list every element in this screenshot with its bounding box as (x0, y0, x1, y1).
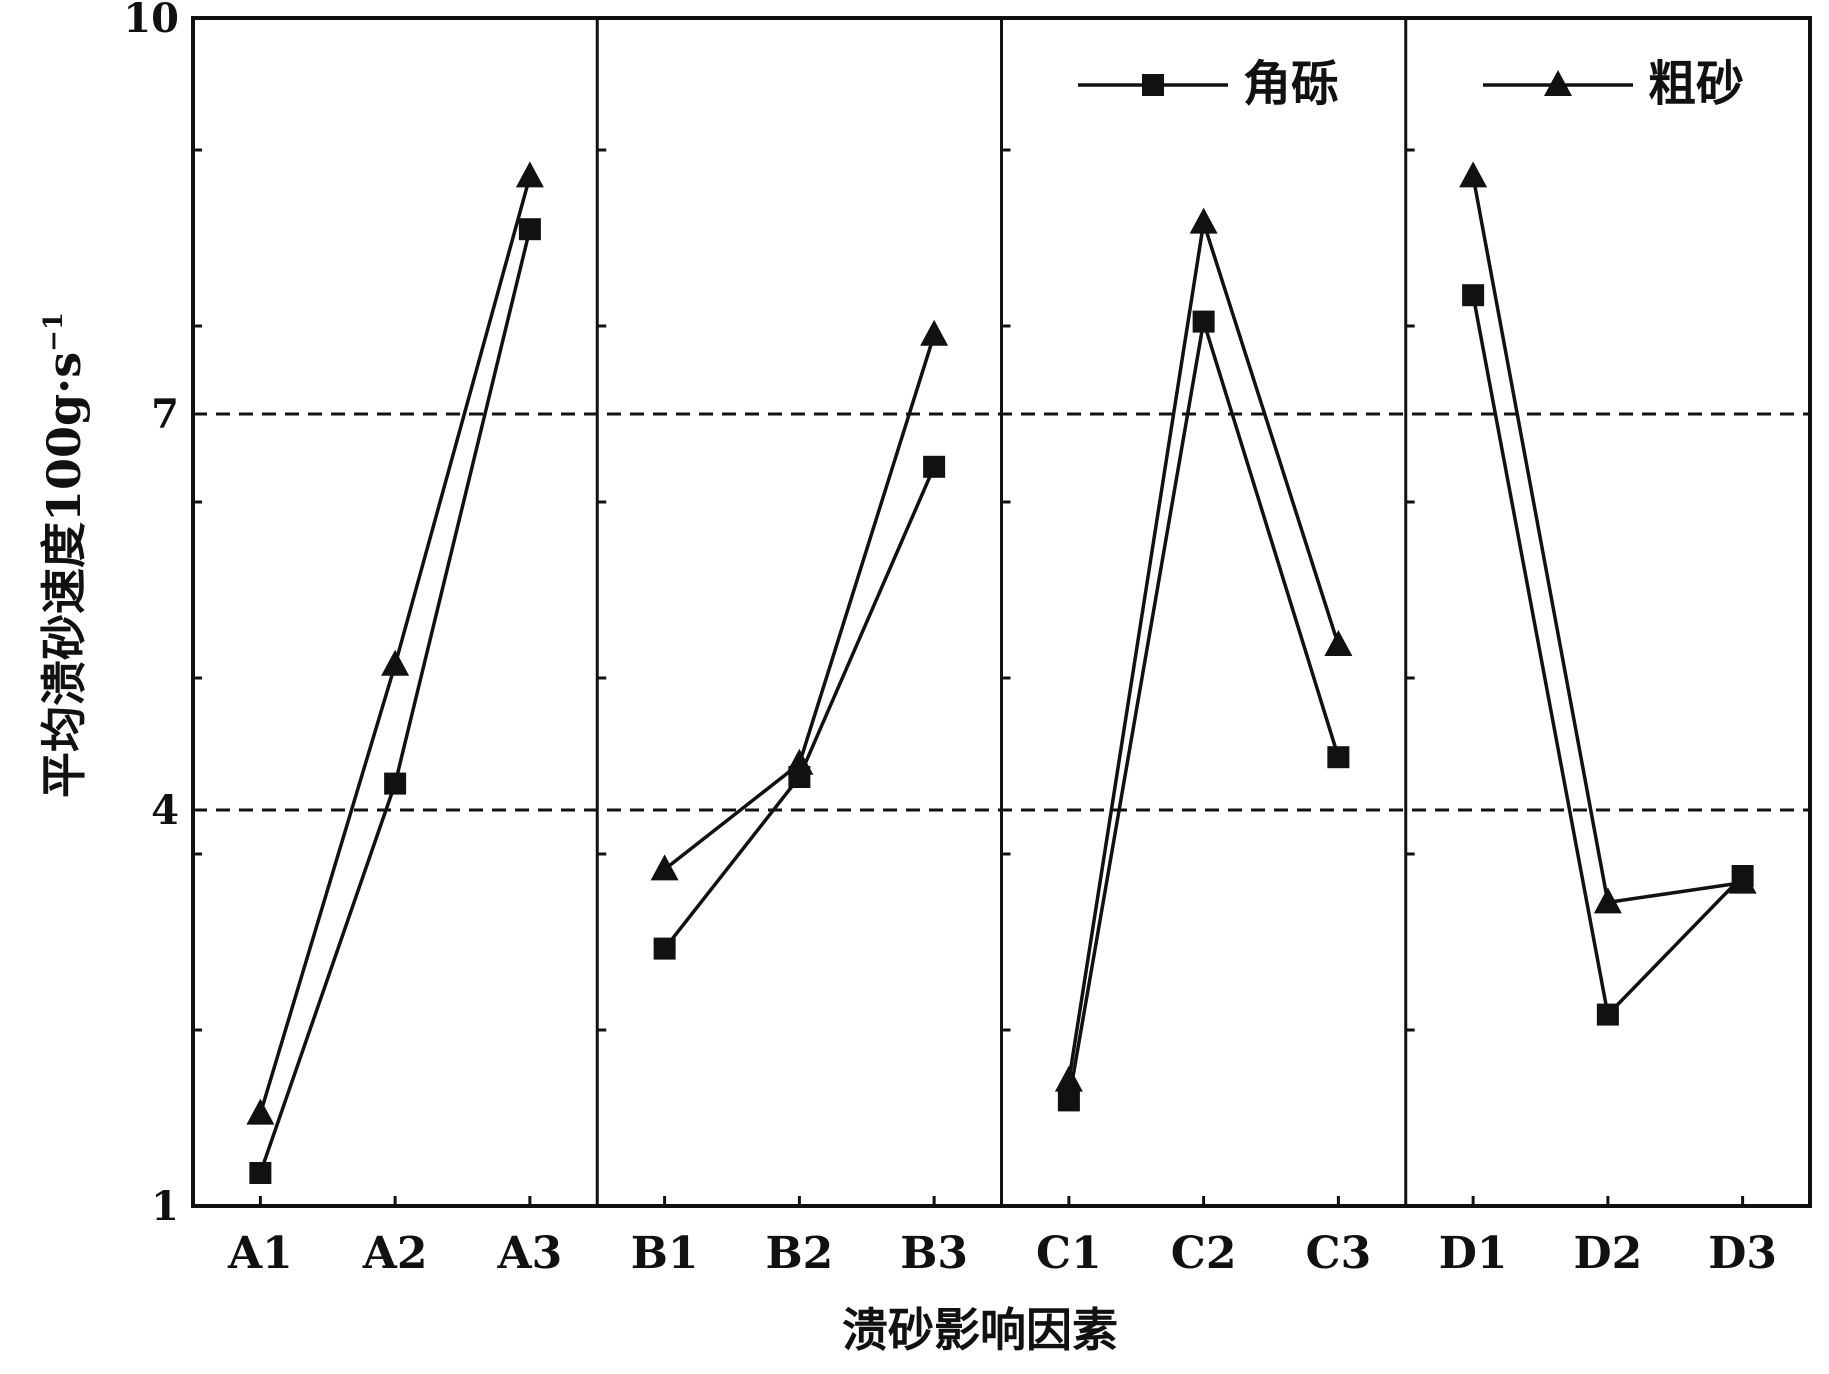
plot-frame (191, 16, 1812, 1208)
y-tick-label: 10 (123, 0, 179, 42)
x-tick-label: A1 (227, 1228, 293, 1279)
legend-item-square: 角砾 (1078, 56, 1339, 112)
point-triangle (1593, 887, 1622, 914)
point-square (653, 937, 676, 960)
point-triangle (1728, 867, 1757, 894)
point-square (1192, 310, 1215, 333)
point-triangle (246, 1098, 275, 1125)
x-tick-labels: A1 A2 A3 B1 B2 B3 C1 C2 C3 D1 D2 D3 (227, 1228, 1777, 1279)
y-axis-title-sup: −1 (39, 312, 69, 352)
legend-item-triangle: 粗砂 (1483, 56, 1744, 112)
series-line-square (258, 228, 532, 1174)
y-tick-label: 1 (151, 1183, 179, 1230)
series-triangle (246, 161, 1757, 1125)
x-tick-label: D2 (1573, 1228, 1642, 1279)
x-tick-label: C3 (1306, 1228, 1372, 1279)
point-triangle (1324, 630, 1353, 656)
legend-marker-square (1142, 74, 1164, 96)
x-tick-label: C1 (1036, 1228, 1102, 1279)
legend-label: 角砾 (1243, 56, 1339, 112)
y-axis-title-main: 平均溃砂速度100g·s (37, 352, 91, 798)
point-square (1596, 1003, 1619, 1026)
point-square (1057, 1089, 1080, 1112)
x-tick-label: B1 (631, 1228, 699, 1279)
point-square (1462, 284, 1485, 307)
x-tick-label: C2 (1171, 1228, 1237, 1279)
y-tick-labels: 1 4 7 10 (123, 0, 179, 1230)
x-tick-label: B3 (900, 1228, 968, 1279)
panel-dividers (595, 18, 1408, 1206)
point-square (518, 218, 541, 241)
point-square (249, 1162, 272, 1184)
x-tick-label: A2 (362, 1228, 428, 1279)
y-tick-label: 7 (151, 391, 179, 438)
series-layer (246, 161, 1757, 1184)
y-axis-title: 平均溃砂速度100g·s−1 (37, 312, 91, 798)
legend-label: 粗砂 (1648, 56, 1744, 112)
point-triangle (515, 161, 544, 188)
point-triangle (650, 854, 679, 881)
y-tick-label: 4 (151, 787, 179, 834)
x-axis-title: 溃砂影响因素 (842, 1303, 1118, 1357)
legend-marker-triangle (1544, 70, 1572, 96)
x-tick-label: D3 (1708, 1228, 1777, 1279)
series-line-square (1067, 321, 1341, 1101)
x-tick-label: B2 (765, 1228, 833, 1279)
x-tick-label: D1 (1439, 1228, 1508, 1279)
point-square (923, 455, 946, 478)
point-triangle (1459, 161, 1488, 188)
point-square (1327, 746, 1350, 769)
point-square (384, 772, 407, 795)
point-triangle (785, 748, 814, 775)
series-line-triangle (258, 175, 532, 1115)
series-line-triangle (1067, 222, 1341, 1081)
axis-ticks (193, 148, 1745, 1208)
point-triangle (1189, 207, 1218, 234)
series-line-triangle (1471, 176, 1743, 905)
series-line-square (663, 466, 936, 950)
point-triangle (381, 649, 410, 676)
series-square (249, 218, 1754, 1184)
point-triangle (920, 319, 949, 346)
point-triangle (1054, 1065, 1083, 1092)
legend: 角砾 粗砂 (1078, 56, 1744, 112)
x-tick-label: A3 (496, 1228, 562, 1279)
